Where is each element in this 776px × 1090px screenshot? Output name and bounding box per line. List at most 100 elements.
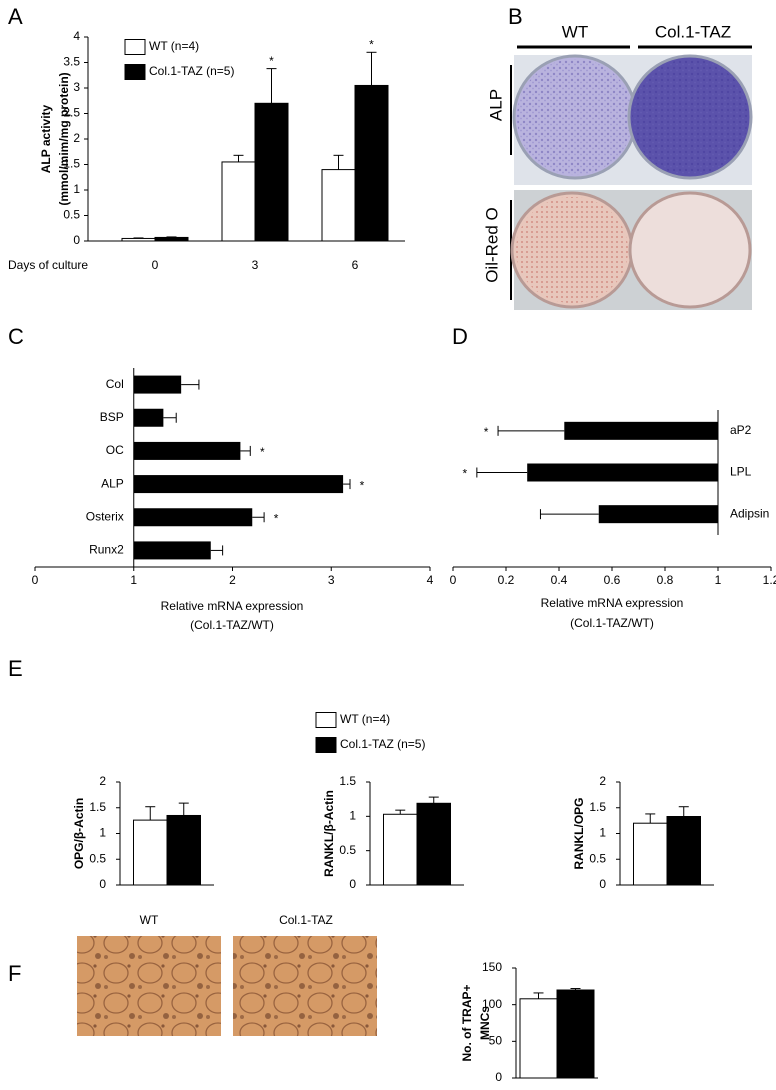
significance-mark: *: [260, 445, 265, 459]
panel-letter: E: [8, 656, 23, 681]
bar: [383, 813, 418, 886]
y-tick-label: Osterix: [86, 509, 124, 523]
x-tick-label: 0.2: [498, 573, 515, 587]
photo-row-label: Oil-Red O: [482, 207, 501, 283]
legend-swatch: [315, 737, 337, 753]
x-axis-label: Days of culture: [8, 258, 88, 272]
x-tick-label: 4: [427, 573, 434, 587]
x-tick-label: 6: [352, 258, 359, 272]
legend-swatch: [124, 39, 146, 55]
y-tick-label: 0: [599, 877, 606, 891]
y-tick-label: 0.5: [589, 851, 606, 865]
bar: [133, 819, 168, 886]
y-axis-label: OPG/β-Actin: [72, 798, 86, 869]
trap-photo: [77, 936, 221, 1036]
significance-mark: *: [463, 467, 468, 481]
y-axis-label: RANKL/β-Actin: [322, 790, 336, 877]
x-axis-label: (Col.1-TAZ/WT): [570, 616, 654, 630]
x-tick-label: 0: [450, 573, 457, 587]
y-tick-label: Col: [106, 377, 124, 391]
bar: [154, 236, 189, 242]
x-tick-label: 1: [715, 573, 722, 587]
panel-letter: D: [452, 324, 468, 349]
bar: [133, 441, 241, 460]
y-tick-label: 1.5: [63, 157, 80, 171]
bar: [133, 375, 182, 394]
y-tick-label: 50: [489, 1034, 503, 1048]
y-tick-label: 1.5: [589, 800, 606, 814]
panel-letter: F: [8, 961, 21, 986]
y-tick-label: ALP: [101, 476, 124, 490]
y-tick-label: OC: [106, 443, 124, 457]
significance-mark: *: [269, 54, 274, 68]
y-tick-label: 150: [482, 960, 502, 974]
bar: [221, 161, 256, 242]
y-tick-label: 2.5: [63, 106, 80, 120]
x-axis-label: Relative mRNA expression: [541, 596, 684, 610]
y-tick-label: 100: [482, 997, 502, 1011]
y-tick-label: 4: [73, 29, 80, 43]
y-tick-label: Adipsin: [730, 506, 769, 520]
bar: [166, 814, 201, 886]
x-axis-label: Relative mRNA expression: [161, 599, 304, 613]
y-tick-label: 1: [599, 826, 606, 840]
bar: [133, 408, 164, 427]
x-tick-label: 0.6: [604, 573, 621, 587]
oil-red-o-photo: [510, 190, 752, 310]
y-axis-label: MNCs: [478, 1006, 492, 1040]
x-tick-label: 3: [252, 258, 259, 272]
bar: [121, 237, 156, 242]
x-tick-label: 0.4: [551, 573, 568, 587]
bar: [321, 169, 356, 242]
x-tick-label: 0: [32, 573, 39, 587]
y-tick-label: 0: [73, 233, 80, 247]
y-tick-label: Runx2: [89, 543, 124, 557]
y-tick-label: LPL: [730, 465, 752, 479]
bar: [666, 816, 701, 886]
y-tick-label: 1: [73, 182, 80, 196]
x-tick-label: 2: [229, 573, 236, 587]
bar: [133, 508, 253, 527]
x-tick-label: 1.2: [763, 573, 776, 587]
y-tick-label: 1: [99, 826, 106, 840]
y-axis-label: (mmol/mim/mg protein): [57, 72, 71, 205]
bar: [527, 463, 718, 482]
y-axis-label: No. of TRAP+: [460, 985, 474, 1062]
photo-column-label: WT: [562, 22, 588, 41]
bar: [354, 84, 389, 242]
y-tick-label: 1.5: [339, 774, 356, 788]
photo-row-label: ALP: [486, 89, 505, 121]
legend-label: WT (n=4): [340, 712, 390, 726]
y-tick-label: 2: [73, 131, 80, 145]
panel-letter: A: [8, 4, 23, 29]
trap-photo: [233, 936, 377, 1036]
significance-mark: *: [369, 37, 374, 51]
y-tick-label: 3.5: [63, 55, 80, 69]
y-tick-label: 3: [73, 80, 80, 94]
legend-label: Col.1-TAZ (n=5): [149, 64, 234, 78]
x-axis-label: (Col.1-TAZ/WT): [190, 618, 274, 632]
y-tick-label: 2: [599, 774, 606, 788]
bar: [254, 102, 289, 242]
panel-letter: B: [508, 4, 523, 29]
y-tick-label: 0: [99, 877, 106, 891]
x-tick-label: 3: [328, 573, 335, 587]
significance-mark: *: [274, 511, 279, 525]
photo-column-label: Col.1-TAZ: [655, 22, 731, 41]
x-tick-label: 0: [152, 258, 159, 272]
legend-label: Col.1-TAZ (n=5): [340, 737, 425, 751]
legend-label: WT (n=4): [149, 39, 199, 53]
x-tick-label: 0.8: [657, 573, 674, 587]
significance-mark: *: [360, 478, 365, 492]
bar: [133, 475, 344, 494]
y-tick-label: 0.5: [63, 208, 80, 222]
panel-letter: C: [8, 324, 24, 349]
bar: [519, 998, 558, 1079]
photo-column-label: WT: [140, 913, 159, 927]
y-tick-label: 1: [349, 809, 356, 823]
bar: [133, 541, 211, 560]
y-tick-label: 2: [99, 774, 106, 788]
alp-photo: [512, 54, 753, 185]
y-tick-label: 0.5: [89, 851, 106, 865]
